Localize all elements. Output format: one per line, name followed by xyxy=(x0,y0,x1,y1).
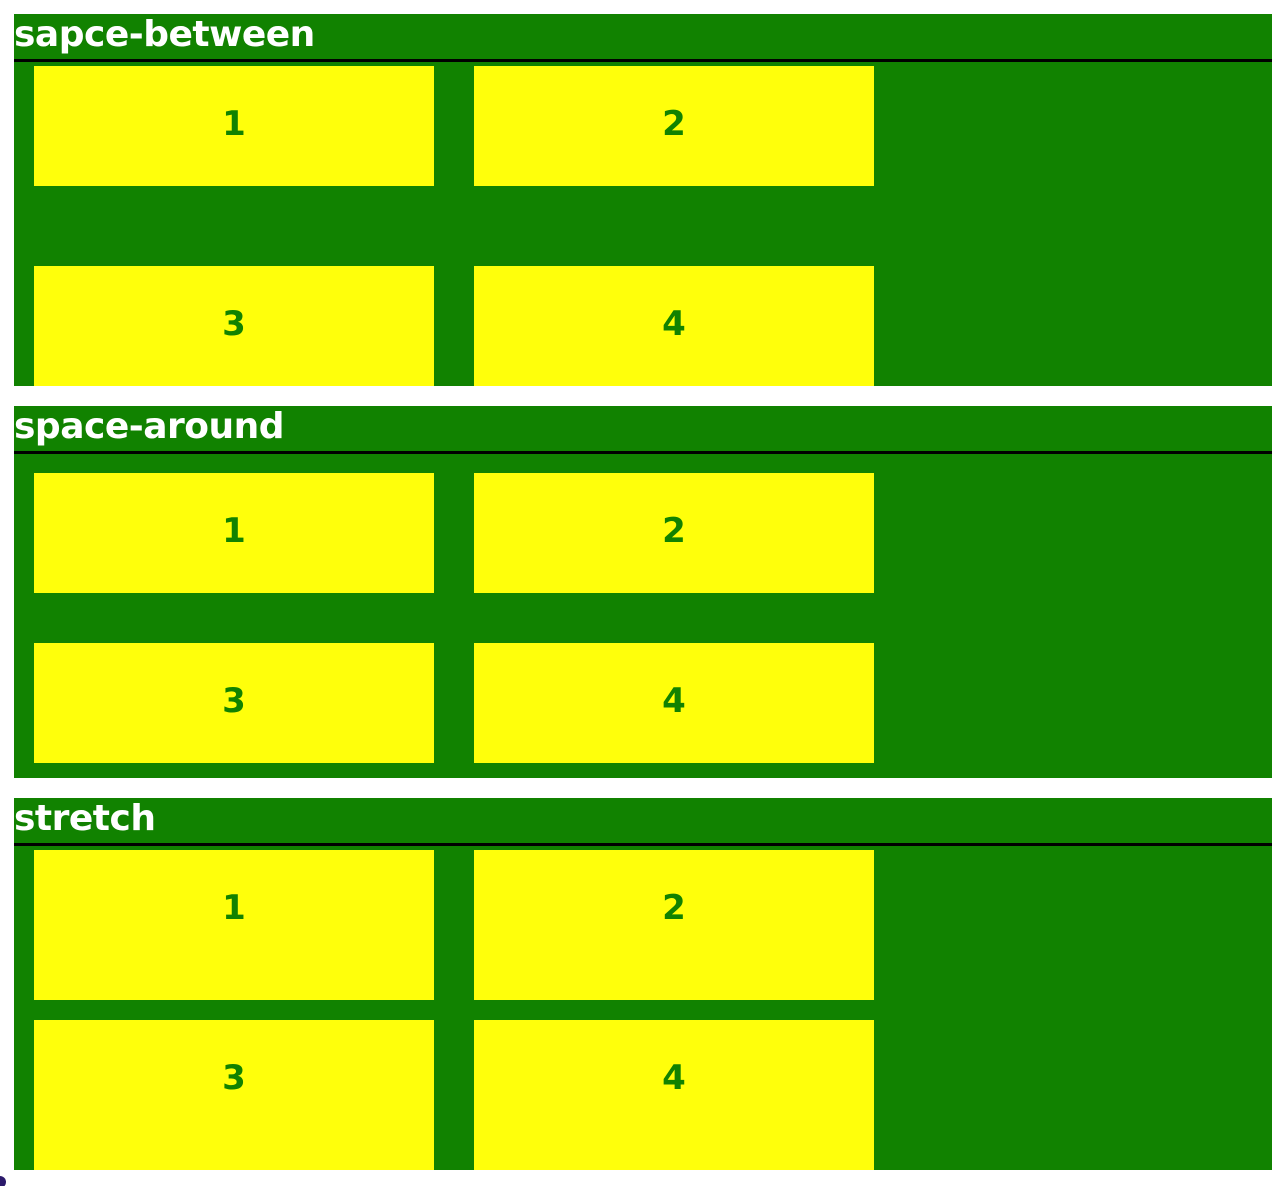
flex-item-3: 3 xyxy=(34,643,434,763)
flex-item-2: 2 xyxy=(474,850,874,1000)
panel-title: sapce-between xyxy=(14,14,1272,62)
flex-item-3: 3 xyxy=(34,266,434,386)
flex-item-4: 4 xyxy=(474,643,874,763)
flex-item-3: 3 xyxy=(34,1020,434,1170)
flex-item-2: 2 xyxy=(474,473,874,593)
panel-space-around: space-around 1 2 3 4 xyxy=(14,406,1272,778)
flex-item-1: 1 xyxy=(34,473,434,593)
panel-stretch: stretch 1 2 3 4 xyxy=(14,798,1272,1170)
flex-item-1: 1 xyxy=(34,66,434,186)
panel-space-between: sapce-between 1 2 3 4 xyxy=(14,14,1272,386)
flex-item-1: 1 xyxy=(34,850,434,1000)
flex-item-4: 4 xyxy=(474,1020,874,1170)
flex-item-4: 4 xyxy=(474,266,874,386)
corner-mark xyxy=(0,1176,6,1186)
panel-title: stretch xyxy=(14,798,1272,846)
panel-title: space-around xyxy=(14,406,1272,454)
flex-item-2: 2 xyxy=(474,66,874,186)
